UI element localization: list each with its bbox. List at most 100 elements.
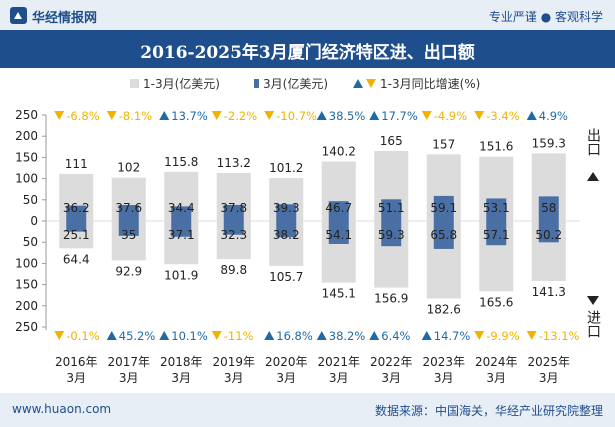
export-month-label: 59.1 [430,201,457,215]
export-growth-arrow-icon [421,111,432,120]
import-month-bar [538,221,559,243]
huajing-logo-icon [10,7,27,24]
y-tick-label: 100 [15,256,38,270]
export-growth-label: -3.4% [486,109,519,123]
x-tick-label-month: 3月 [171,371,191,385]
export-growth-label: -10.7% [276,109,317,123]
y-tick-label: 250 [15,320,38,334]
title-bar [0,30,615,68]
legend-up-arrow-icon [353,79,363,88]
bars [59,150,566,299]
import-ytd-label: 101.9 [164,268,198,282]
import-month-label: 59.3 [378,228,405,242]
chart-title: 2016-2025年3月厦门经济特区进、出口额 [140,43,475,63]
import-growth-label: -9.9% [486,329,519,343]
data-source: 数据来源：中国海关，华经产业研究院整理 [374,404,603,418]
export-growth-arrow-icon [54,111,65,120]
export-side-label: 出口 [585,128,601,156]
import-growth-label: 14.7% [434,329,471,343]
import-growth-label: -13.1% [539,329,580,343]
export-ytd-label: 111 [65,157,88,171]
import-growth-label: -0.1% [66,329,99,343]
import-month-bar [486,221,507,246]
x-tick-label-year: 2018年 [160,355,203,369]
export-month-bar [381,199,402,221]
legend-month-label: 3月(亿美元) [263,76,328,91]
x-tick-label-month: 3月 [329,371,349,385]
export-month-label: 36.2 [63,201,90,215]
import-month-bar [433,221,454,249]
export-month-bar [433,195,454,221]
export-month-bar [66,205,87,221]
import-ytd-label: 165.6 [479,295,513,309]
y-tick-label: 200 [15,129,38,143]
export-month-bar [171,206,192,221]
import-month-bar [328,221,349,244]
export-growth-arrow-icon [211,111,222,120]
export-ytd-label: 165 [380,134,403,148]
side-labels: 出口 进口 [585,128,601,338]
trade-chart: 1-3月(亿美元) 3月(亿美元) 1-3月同比增速(%) 250 200 150 1… [15,76,601,385]
import-month-label: 65.8 [430,228,457,242]
import-month-label: 35 [121,228,136,242]
import-ytd-label: 92.9 [115,264,142,278]
x-tick-label-month: 3月 [66,371,86,385]
export-month-bar [118,205,139,221]
y-tick-label: 50 [23,193,38,207]
import-ytd-label: 145.1 [322,287,356,301]
import-month-bar [276,221,297,238]
export-month-label: 51.1 [378,201,405,215]
x-tick-label-year: 2019年 [212,355,255,369]
footer-bar [0,393,615,427]
import-month-label: 32.3 [220,228,247,242]
export-growth-label: -2.2% [224,109,257,123]
import-side-label: 进口 [585,310,601,338]
legend-total-swatch [130,79,139,88]
import-growth-arrow-icon [316,331,327,340]
import-growth-label: 16.8% [276,329,313,343]
x-tick-label-year: 2022年 [370,355,413,369]
import-month-label: 25.1 [63,228,90,242]
export-ytd-label: 159.3 [532,136,566,150]
import-growth-label: 10.1% [171,329,208,343]
legend-month-swatch [254,79,259,88]
x-tick-label-year: 2023年 [422,355,465,369]
export-growth-arrow-icon [369,111,380,120]
import-month-bar [223,221,244,235]
import-growth-arrow-icon [159,331,170,340]
x-tick-label-month: 3月 [486,371,506,385]
export-month-bar [223,204,244,221]
y-tick-label: 250 [15,108,38,122]
x-tick-label-year: 2020年 [265,355,308,369]
import-ytd-label: 89.8 [220,263,247,277]
export-growth-arrow-icon [159,111,170,120]
tagline: 专业严谨 ● 客观科学 [488,10,603,24]
y-tick-label: 0 [30,214,38,228]
x-tick-label-month: 3月 [119,371,139,385]
x-tick-label-month: 3月 [539,371,559,385]
export-ytd-label: 151.6 [479,140,513,154]
import-growth-arrow-icon [264,331,275,340]
import-growth-arrow-icon [474,331,485,340]
export-month-bar [486,198,507,221]
import-month-bar [171,221,192,237]
x-tick-label-year: 2021年 [317,355,360,369]
import-ytd-label: 156.9 [374,292,408,306]
import-growth-arrow-icon [526,331,537,340]
export-month-label: 46.7 [325,201,352,215]
import-month-label: 57.1 [483,228,510,242]
export-month-bar [328,201,349,221]
import-growth-label: 45.2% [119,329,156,343]
y-axis: 250 200 150 100 50 0 50 100 150 200 250 [15,108,580,334]
import-month-bar [118,221,139,236]
import-ytd-label: 182.6 [427,303,461,317]
website-link[interactable]: www.huaon.com [12,402,112,416]
export-ytd-label: 102 [117,161,140,175]
export-growth-arrow-icon [474,111,485,120]
x-axis: 2016年 3月 2017年 3月 2018年 3月 2019年 3月 2020年 3月 2021年… [55,355,570,385]
import-growth-arrow-icon [421,331,432,340]
x-tick-label-year: 2017年 [107,355,150,369]
export-growth-label: 38.5% [329,109,366,123]
export-arrow-icon [587,172,599,181]
export-ytd-label: 157 [432,137,455,151]
